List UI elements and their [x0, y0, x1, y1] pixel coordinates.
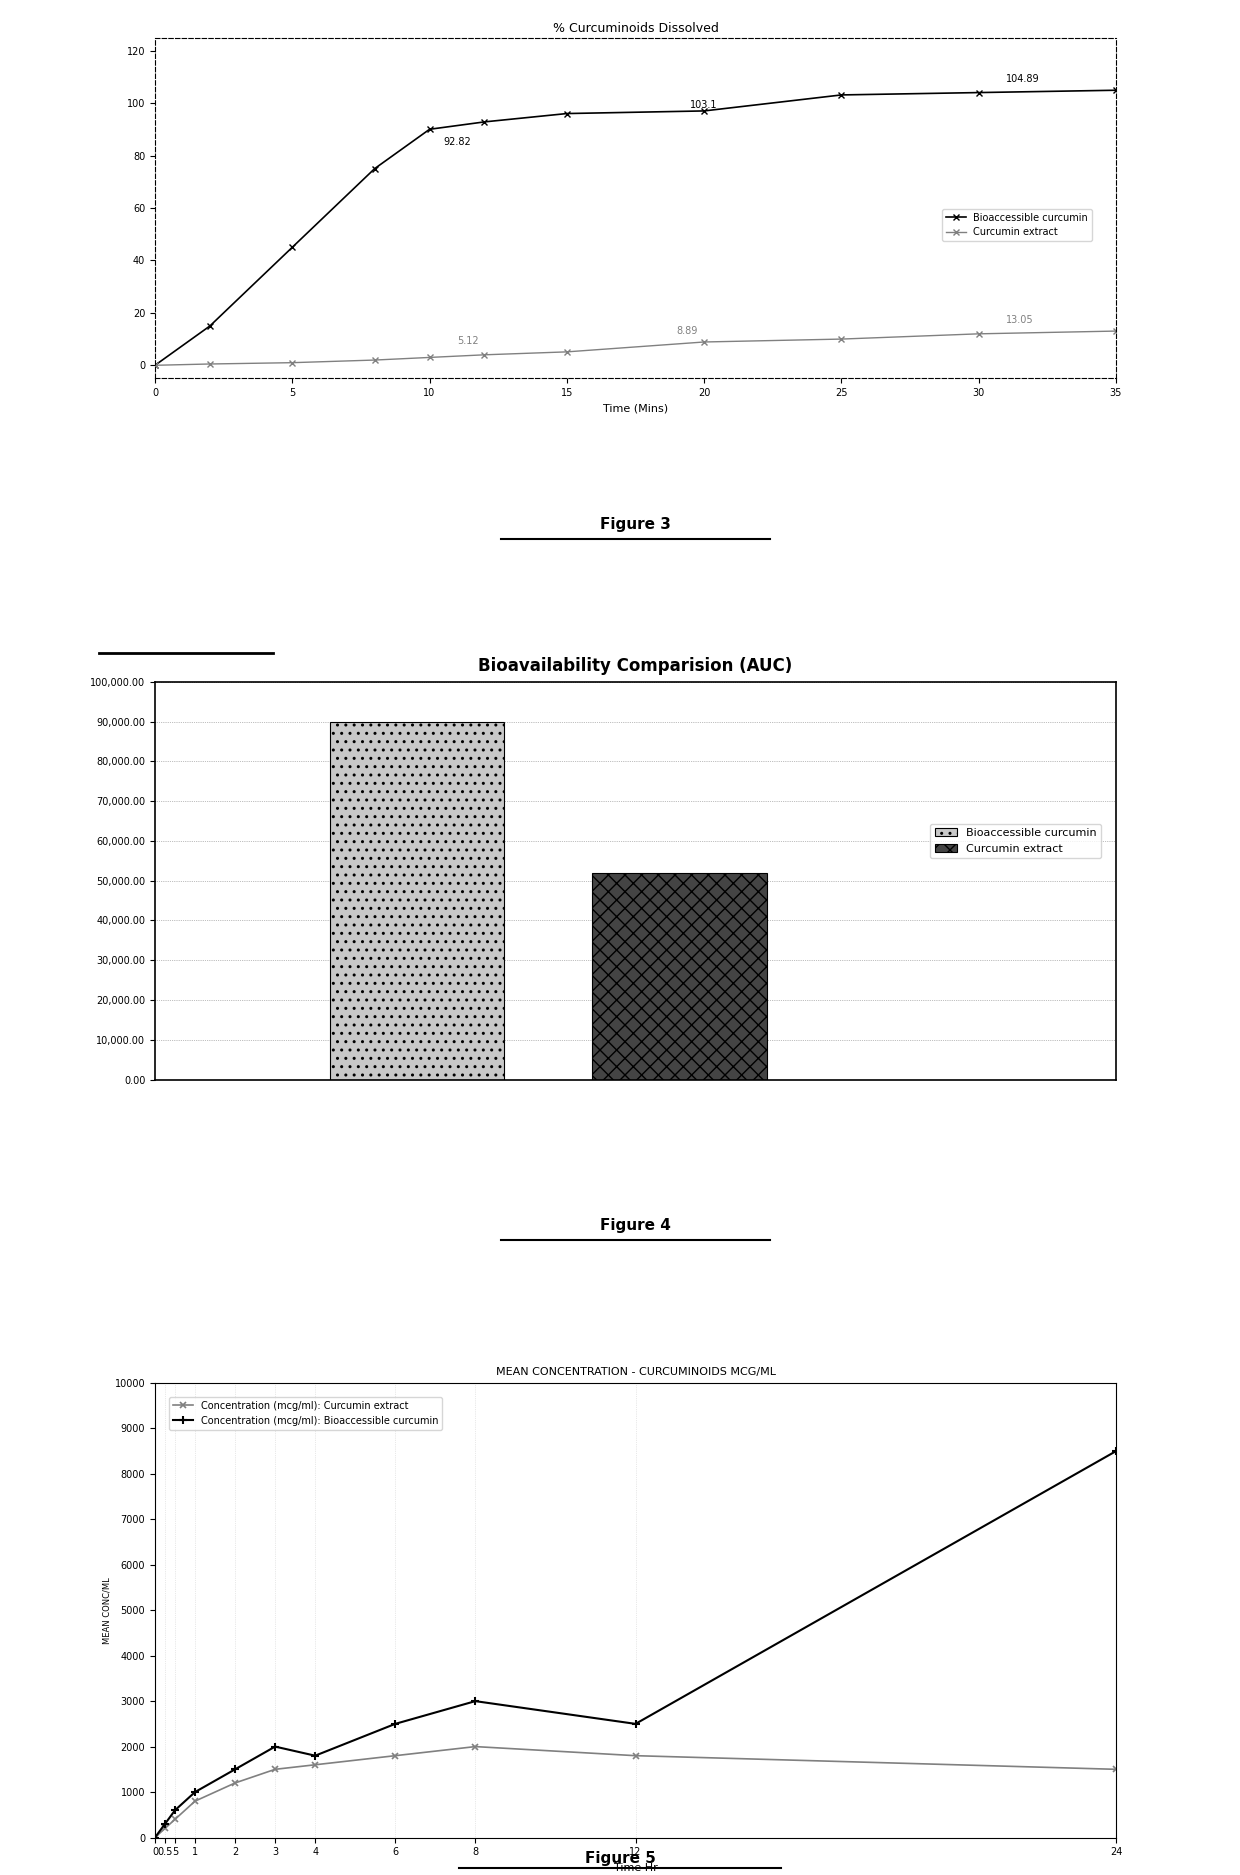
Curcumin extract [367, 349, 382, 371]
Text: Figure 3: Figure 3 [600, 518, 671, 532]
Concentration (mcg/ml): Curcumin extract: (0.25, 200): Curcumin extract: (0.25, 200) [157, 1817, 172, 1839]
X-axis label: Time Hr: Time Hr [614, 1862, 657, 1873]
Text: 8.89: 8.89 [677, 326, 698, 336]
Bioaccessible curcumin [559, 103, 574, 126]
Text: 92.82: 92.82 [444, 137, 471, 148]
Concentration (mcg/ml): Curcumin extract: (12, 1.8e+03): Curcumin extract: (12, 1.8e+03) [627, 1744, 642, 1766]
Curcumin extract [148, 354, 162, 377]
Concentration (mcg/ml): Bioaccessible curcumin: (0.5, 600): Bioaccessible curcumin: (0.5, 600) [167, 1798, 182, 1821]
Text: Figure 4: Figure 4 [600, 1219, 671, 1234]
Curcumin extract [697, 330, 712, 352]
Bar [591, 872, 766, 1080]
Curcumin extract [1109, 321, 1123, 343]
Concentration (mcg/ml): Bioaccessible curcumin: (1, 1e+03): Bioaccessible curcumin: (1, 1e+03) [187, 1781, 202, 1804]
Curcumin extract [559, 341, 574, 364]
Text: 104.89: 104.89 [1006, 75, 1040, 84]
Title: MEAN CONCENTRATION - CURCUMINOIDS MCG/ML: MEAN CONCENTRATION - CURCUMINOIDS MCG/ML [496, 1367, 775, 1376]
Curcumin extract [202, 352, 217, 375]
Text: 5.12: 5.12 [458, 336, 479, 347]
Bioaccessible curcumin [285, 236, 300, 259]
Legend: Concentration (mcg/ml): Curcumin extract, Concentration (mcg/ml): Bioaccessible : Concentration (mcg/ml): Curcumin extract… [170, 1397, 441, 1429]
Bioaccessible curcumin [1109, 79, 1123, 101]
Bioaccessible curcumin [697, 99, 712, 122]
Concentration (mcg/ml): Bioaccessible curcumin: (4, 1.8e+03): Bioaccessible curcumin: (4, 1.8e+03) [308, 1744, 322, 1766]
Line: Curcumin extract: Curcumin extract [153, 328, 1118, 368]
Concentration (mcg/ml): Curcumin extract: (0, 0): Curcumin extract: (0, 0) [148, 1826, 162, 1849]
Text: 13.05: 13.05 [1006, 315, 1034, 324]
Curcumin extract [285, 351, 300, 373]
Text: 103.1: 103.1 [691, 99, 718, 111]
Concentration (mcg/ml): Curcumin extract: (0.5, 400): Curcumin extract: (0.5, 400) [167, 1808, 182, 1830]
Bioaccessible curcumin [971, 81, 986, 103]
Concentration (mcg/ml): Curcumin extract: (6, 1.8e+03): Curcumin extract: (6, 1.8e+03) [388, 1744, 403, 1766]
Concentration (mcg/ml): Bioaccessible curcumin: (24, 8.5e+03): Bioaccessible curcumin: (24, 8.5e+03) [1109, 1440, 1123, 1462]
Text: Figure 5: Figure 5 [584, 1851, 656, 1866]
Concentration (mcg/ml): Curcumin extract: (4, 1.6e+03): Curcumin extract: (4, 1.6e+03) [308, 1753, 322, 1776]
Bioaccessible curcumin [422, 118, 436, 141]
Concentration (mcg/ml): Curcumin extract: (8, 2e+03): Curcumin extract: (8, 2e+03) [467, 1736, 482, 1759]
Bioaccessible curcumin [367, 158, 382, 180]
Concentration (mcg/ml): Bioaccessible curcumin: (0, 0): Bioaccessible curcumin: (0, 0) [148, 1826, 162, 1849]
Title: Bioavailability Comparision (AUC): Bioavailability Comparision (AUC) [479, 656, 792, 675]
Curcumin extract [477, 343, 492, 366]
Legend: Bioaccessible curcumin, Curcumin extract: Bioaccessible curcumin, Curcumin extract [930, 823, 1101, 859]
Concentration (mcg/ml): Curcumin extract: (3, 1.5e+03): Curcumin extract: (3, 1.5e+03) [268, 1759, 283, 1781]
Concentration (mcg/ml): Bioaccessible curcumin: (12, 2.5e+03): Bioaccessible curcumin: (12, 2.5e+03) [627, 1712, 642, 1734]
Curcumin extract [971, 322, 986, 345]
Concentration (mcg/ml): Curcumin extract: (24, 1.5e+03): Curcumin extract: (24, 1.5e+03) [1109, 1759, 1123, 1781]
Bar [330, 722, 505, 1080]
Curcumin extract [422, 347, 436, 369]
Concentration (mcg/ml): Bioaccessible curcumin: (8, 3e+03): Bioaccessible curcumin: (8, 3e+03) [467, 1689, 482, 1712]
Curcumin extract [835, 328, 849, 351]
Bioaccessible curcumin [148, 354, 162, 377]
Concentration (mcg/ml): Bioaccessible curcumin: (0.25, 300): Bioaccessible curcumin: (0.25, 300) [157, 1813, 172, 1836]
Concentration (mcg/ml): Bioaccessible curcumin: (3, 2e+03): Bioaccessible curcumin: (3, 2e+03) [268, 1736, 283, 1759]
Bioaccessible curcumin [202, 315, 217, 337]
Concentration (mcg/ml): Curcumin extract: (2, 1.2e+03): Curcumin extract: (2, 1.2e+03) [228, 1772, 243, 1794]
Concentration (mcg/ml): Bioaccessible curcumin: (6, 2.5e+03): Bioaccessible curcumin: (6, 2.5e+03) [388, 1712, 403, 1734]
Bioaccessible curcumin [477, 111, 492, 133]
Line: Concentration (mcg/ml): Bioaccessible curcumin: Concentration (mcg/ml): Bioaccessible cu… [151, 1448, 1120, 1841]
Legend: Bioaccessible curcumin, Curcumin extract: Bioaccessible curcumin, Curcumin extract [942, 208, 1092, 242]
Concentration (mcg/ml): Curcumin extract: (1, 800): Curcumin extract: (1, 800) [187, 1791, 202, 1813]
Title: % Curcuminoids Dissolved: % Curcuminoids Dissolved [553, 22, 718, 36]
Line: Concentration (mcg/ml): Curcumin extract: Concentration (mcg/ml): Curcumin extract [151, 1744, 1120, 1841]
Y-axis label: MEAN CONC/ML: MEAN CONC/ML [103, 1577, 112, 1644]
Line: Bioaccessible curcumin: Bioaccessible curcumin [153, 88, 1118, 368]
Bioaccessible curcumin [835, 84, 849, 107]
Concentration (mcg/ml): Bioaccessible curcumin: (2, 1.5e+03): Bioaccessible curcumin: (2, 1.5e+03) [228, 1759, 243, 1781]
X-axis label: Time (Mins): Time (Mins) [603, 403, 668, 414]
